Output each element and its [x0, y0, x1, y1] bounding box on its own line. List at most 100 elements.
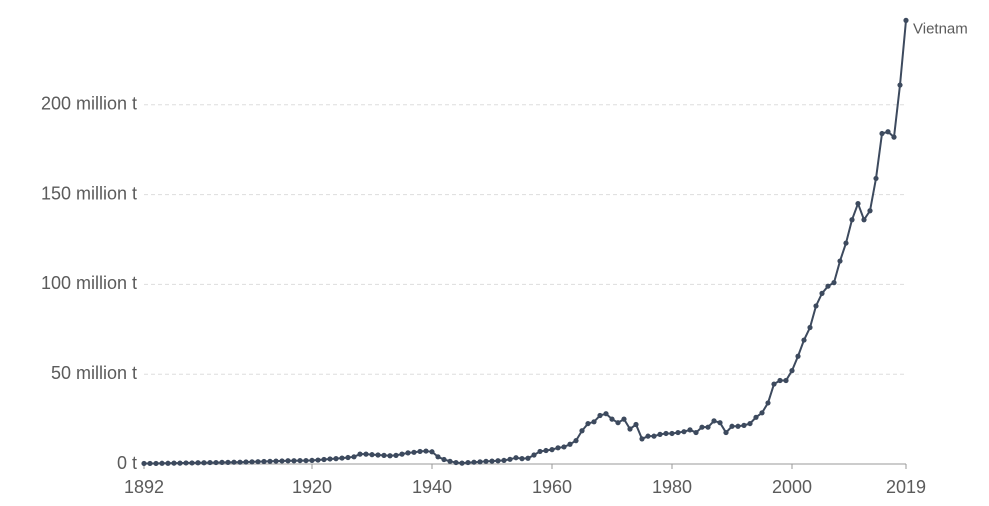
- point: [549, 447, 555, 453]
- y-tick-label: 150 million t: [41, 183, 137, 203]
- point: [321, 456, 327, 463]
- point: [267, 458, 273, 464]
- point: [465, 459, 471, 466]
- point: [621, 416, 627, 422]
- point: [525, 455, 531, 461]
- point: [309, 457, 315, 464]
- point: [327, 456, 333, 462]
- point: [279, 458, 285, 464]
- y-tick-label: 100 million t: [41, 273, 137, 293]
- point: [675, 429, 681, 436]
- point: [819, 290, 825, 296]
- point: [573, 438, 579, 444]
- point: [639, 436, 645, 442]
- point: [723, 429, 729, 436]
- point: [435, 454, 441, 460]
- point: [165, 460, 171, 466]
- point: [333, 456, 339, 462]
- point: [765, 400, 771, 406]
- point: [399, 451, 405, 457]
- point: [903, 17, 909, 23]
- point: [543, 447, 549, 454]
- point: [687, 427, 693, 433]
- point: [357, 451, 363, 457]
- point: [801, 337, 807, 343]
- point: [729, 423, 735, 429]
- point: [843, 240, 849, 246]
- point: [303, 457, 309, 464]
- y-tick-label: 0 t: [117, 453, 137, 473]
- point: [477, 459, 483, 465]
- point: [615, 420, 621, 426]
- point: [423, 448, 429, 454]
- point: [855, 200, 861, 207]
- point: [603, 411, 609, 417]
- point: [459, 460, 465, 466]
- point: [351, 454, 357, 460]
- point: [141, 460, 147, 467]
- point: [669, 430, 675, 437]
- point: [447, 458, 453, 464]
- point: [633, 421, 639, 428]
- point: [387, 453, 393, 459]
- point: [513, 455, 519, 461]
- point: [735, 423, 741, 429]
- point: [561, 444, 567, 450]
- point: [897, 82, 903, 88]
- point: [345, 454, 351, 461]
- point: [693, 429, 699, 436]
- x-tick-label: 2000: [772, 477, 812, 497]
- point: [243, 459, 249, 465]
- point: [369, 452, 375, 458]
- point: [873, 175, 879, 182]
- point: [783, 377, 789, 384]
- point: [831, 280, 837, 286]
- point: [405, 450, 411, 456]
- point: [495, 458, 501, 464]
- point: [777, 377, 783, 384]
- point: [891, 134, 897, 140]
- point: [429, 449, 435, 455]
- x-tick-label: 1940: [412, 477, 452, 497]
- point: [861, 217, 867, 223]
- point: [651, 433, 657, 439]
- point: [339, 455, 345, 461]
- point: [705, 424, 711, 430]
- point: [417, 448, 423, 455]
- x-tick-label: 1980: [652, 477, 692, 497]
- point: [147, 460, 153, 467]
- point: [807, 324, 813, 331]
- point: [645, 433, 651, 439]
- point: [609, 416, 615, 422]
- point: [393, 452, 399, 458]
- x-tick-label: 1920: [292, 477, 332, 497]
- point: [153, 460, 159, 467]
- point: [699, 424, 705, 430]
- x-tick-label: 1960: [532, 477, 572, 497]
- point: [489, 458, 495, 464]
- point: [519, 456, 525, 462]
- point: [201, 460, 207, 466]
- series-label: Vietnam: [913, 20, 968, 37]
- point: [507, 456, 513, 462]
- point: [747, 420, 753, 427]
- point: [249, 459, 255, 465]
- point: [813, 303, 819, 309]
- point: [381, 452, 387, 458]
- point: [273, 458, 279, 464]
- point: [195, 460, 201, 466]
- point: [171, 460, 177, 466]
- y-tick-label: 200 million t: [41, 94, 137, 114]
- point: [771, 381, 777, 387]
- point: [207, 459, 213, 466]
- point: [717, 420, 723, 426]
- point: [591, 419, 597, 425]
- point: [183, 460, 189, 466]
- point: [231, 459, 237, 465]
- point: [711, 418, 717, 424]
- point: [567, 441, 573, 447]
- point: [159, 460, 165, 466]
- line: [144, 20, 907, 465]
- point: [219, 459, 225, 465]
- point: [177, 460, 183, 466]
